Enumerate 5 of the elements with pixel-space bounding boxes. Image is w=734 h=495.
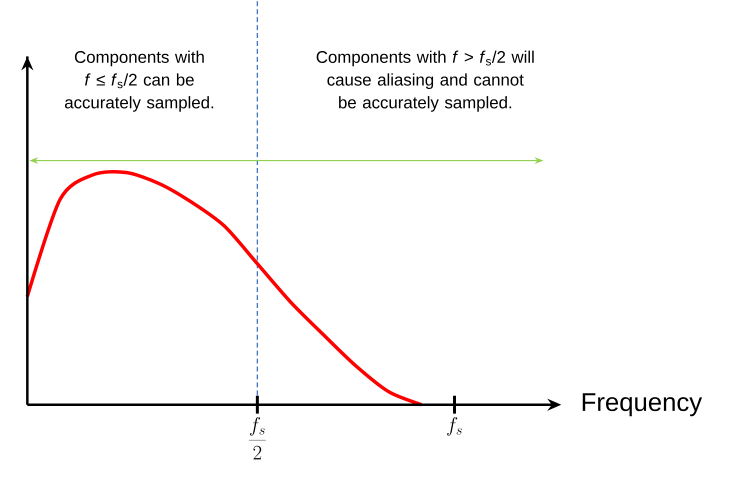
text: Components with f > f$_{s}$/2 will cause aliasing and cannot be accurately sampled. [316, 50, 534, 112]
x-tick-label: $f_s$ [447, 416, 462, 436]
x-tick-label: $\frac{f_s}{2}$ [248, 416, 266, 460]
x-axis-title: Frequency [582, 393, 702, 416]
text: Components with f ≤ f$_{s}$/2 can be accurately sampled. [64, 50, 214, 112]
